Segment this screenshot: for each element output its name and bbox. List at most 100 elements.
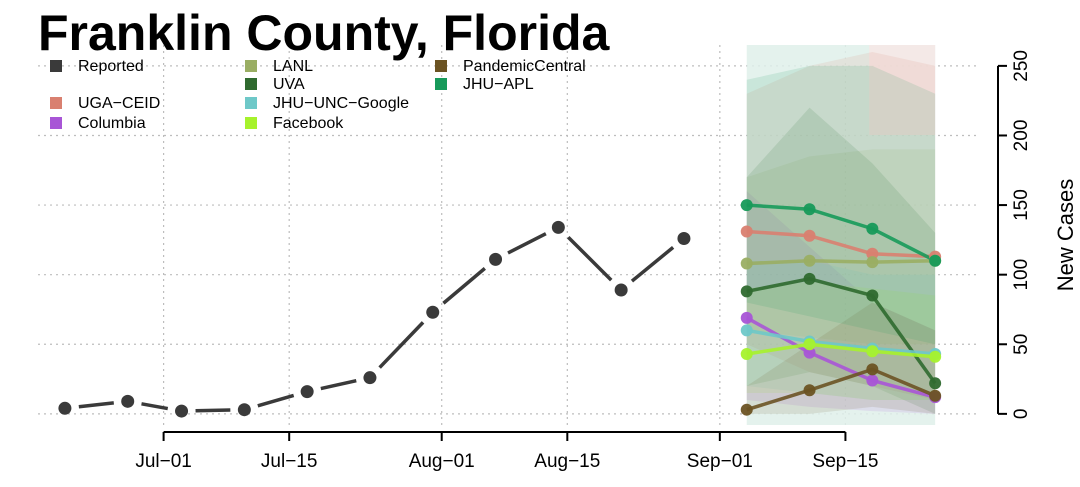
y-tick-label: 250 [1011,50,1032,82]
point-jhu-apl [740,199,753,212]
point-jhu-apl [866,222,879,235]
legend-item-jhu-apl: JHU−APL [435,76,534,93]
point-reported [58,401,72,415]
legend-item-uva: UVA [245,76,305,93]
legend-label-uva: UVA [273,76,305,93]
band-uga-ceid [746,51,936,400]
band-jhu-apl [746,65,936,345]
point-columbia [740,311,753,324]
legend-label-uga-ceid: UGA−CEID [78,95,160,112]
point-jhu-unc-google [740,324,753,337]
band-lanl [746,149,936,345]
point-uga-ceid [866,247,879,260]
point-facebook [866,345,879,358]
legend-item-lanl: LANL [245,58,313,75]
point-columbia [803,346,816,359]
line-reported [195,408,231,413]
y-tick-label: 0 [1011,409,1032,420]
legend-item-reported: Reported [50,58,144,75]
legend-swatch-uga-ceid [50,97,62,109]
point-lanl [740,257,753,270]
point-lanl [866,256,879,269]
forecast-background-upper [869,45,936,135]
x-tick-label: Sep−15 [812,451,878,472]
point-reported [175,404,189,418]
point-lanl [803,254,816,267]
grid [38,45,980,425]
line-reported [78,401,114,409]
point-columbia [866,374,879,387]
x-tick-label: Aug−01 [409,451,475,472]
x-tick-label: Jul−01 [135,451,192,472]
legend-item-facebook: Facebook [245,115,344,132]
legend-swatch-jhu-unc-google [245,97,257,109]
band-facebook [746,281,936,400]
point-uga-ceid [803,229,816,242]
legend-label-columbia: Columbia [78,115,146,132]
line-jhu-apl [746,203,936,263]
line-reported [378,321,425,369]
legend-swatch-jhu-apl [435,78,447,90]
legend-swatch-pandemiccentral [435,60,447,72]
legend-item-jhu-unc-google: JHU−UNC−Google [245,95,409,112]
point-reported [426,305,440,319]
point-pandemiccentral [803,384,816,397]
point-uva [866,289,879,302]
line-reported [320,378,357,391]
band-jhu-unc-google [746,260,936,400]
legend-label-jhu-unc-google: JHU−UNC−Google [273,95,409,112]
y-axis-label: New Cases [1053,179,1078,291]
point-reported [614,283,628,297]
point-reported [677,231,691,245]
point-uva [740,285,753,298]
legend-item-uga-ceid: UGA−CEID [50,95,160,112]
line-reported [141,402,169,411]
point-reported [551,220,565,234]
point-pandemiccentral [929,389,942,402]
point-facebook [740,348,753,361]
point-facebook [929,350,942,363]
point-pandemiccentral [740,403,753,416]
line-uva [746,277,937,385]
point-reported [489,252,503,266]
y-tick-label: 200 [1011,120,1032,152]
y-tick-label: 150 [1011,189,1032,221]
band-columbia [746,191,936,414]
x-tick-label: Aug−15 [534,451,600,472]
point-jhu-apl [803,203,816,216]
x-tick-label: Jul−15 [261,451,318,472]
legend-label-facebook: Facebook [273,115,344,132]
legend-label-reported: Reported [78,58,144,75]
legend-label-lanl: LANL [273,58,313,75]
axes: Jul−01 Jul−15 Aug−01 Aug−15 Sep−01 Sep−15 0 50 1… [135,50,1032,472]
point-uva [803,272,816,285]
line-jhu-unc-google [746,328,936,356]
legend-item-pandemiccentral: PandemicCentral [435,58,586,75]
y-tick-label: 100 [1011,259,1032,291]
legend-swatch-columbia [50,117,62,129]
line-reported [567,235,613,282]
x-tick-label: Sep−01 [687,451,753,472]
point-reported [300,385,314,399]
point-reported [121,394,135,408]
legend-swatch-facebook [245,117,257,129]
y-tick-label: 50 [1011,334,1032,355]
line-uga-ceid [746,229,936,259]
line-reported [257,393,295,408]
point-uga-ceid [740,225,753,238]
line-lanl [746,259,936,266]
legend-swatch-uva [245,78,257,90]
legend-label-jhu-apl: JHU−APL [463,76,534,93]
point-pandemiccentral [866,363,879,376]
line-reported [630,246,675,283]
point-jhu-apl [929,254,942,267]
point-reported [363,371,377,385]
line-pandemiccentral [746,367,936,412]
legend-swatch-reported [50,60,62,72]
point-facebook [803,338,816,351]
line-facebook [746,342,936,359]
point-uva [929,377,942,390]
legend-swatch-lanl [245,60,257,72]
